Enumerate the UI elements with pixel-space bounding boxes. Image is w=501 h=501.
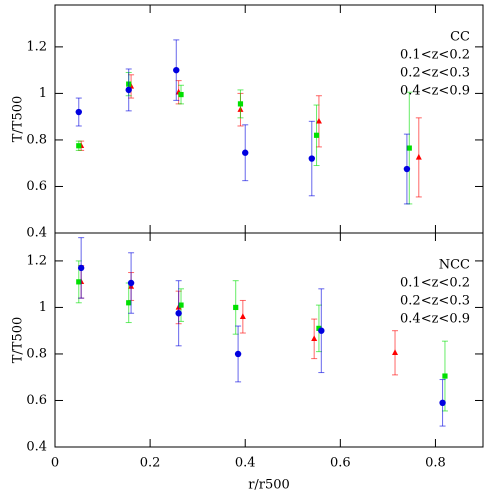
point [175, 310, 182, 317]
point [178, 302, 184, 308]
x-tick-label: 0.4 [235, 456, 256, 471]
legend-entry: 0.1<z<0.2 [400, 276, 470, 291]
legend-entry: 0.4<z<0.9 [400, 84, 470, 99]
y-tick-label: 1 [39, 300, 47, 315]
plot-frame [54, 232, 484, 448]
panel-label: CC [450, 30, 470, 45]
point [439, 399, 446, 407]
y-tick-label: 1 [39, 86, 47, 101]
point [76, 143, 82, 149]
point [406, 145, 412, 151]
point [125, 86, 132, 94]
point [311, 335, 318, 342]
point [403, 165, 411, 173]
point [233, 304, 239, 311]
y-tick-label: 0.4 [26, 226, 47, 241]
point [392, 349, 399, 355]
point [126, 300, 132, 306]
legend-entry: 0.4<z<0.9 [400, 312, 470, 327]
point [315, 117, 322, 124]
point [237, 101, 244, 107]
y-tick-label: 0.8 [26, 132, 47, 147]
y-tick-label: 0.6 [26, 393, 47, 408]
y-tick-label: 1.2 [26, 253, 47, 268]
y-tick-label: 0.4 [26, 440, 47, 455]
point [242, 149, 249, 156]
point [127, 279, 135, 287]
point [178, 91, 184, 98]
x-tick-label: 0.6 [330, 456, 351, 471]
y-axis-label: T/T500 [11, 317, 26, 364]
x-tick-label: 0.2 [140, 456, 161, 471]
point [76, 279, 82, 285]
x-tick-label: 0 [51, 456, 59, 471]
x-tick-label: 0.8 [425, 456, 446, 471]
point [313, 132, 320, 138]
point [318, 327, 325, 334]
y-tick-label: 1.2 [26, 39, 47, 54]
y-axis-label: T/T500 [11, 96, 26, 143]
point [75, 108, 82, 116]
x-axis-label: r/r500 [248, 478, 290, 493]
point [77, 264, 85, 272]
legend-entry: 0.1<z<0.2 [400, 48, 470, 63]
legend-entry: 0.2<z<0.3 [400, 66, 470, 81]
panel-label: NCC [439, 258, 470, 273]
point [415, 153, 422, 160]
y-tick-label: 0.6 [26, 179, 47, 194]
point [316, 325, 322, 331]
point [239, 313, 246, 319]
point [308, 155, 315, 162]
legend-entry: 0.2<z<0.3 [400, 294, 470, 309]
point [173, 66, 180, 74]
point [234, 350, 242, 358]
point [442, 373, 448, 379]
y-tick-label: 0.8 [26, 346, 47, 361]
